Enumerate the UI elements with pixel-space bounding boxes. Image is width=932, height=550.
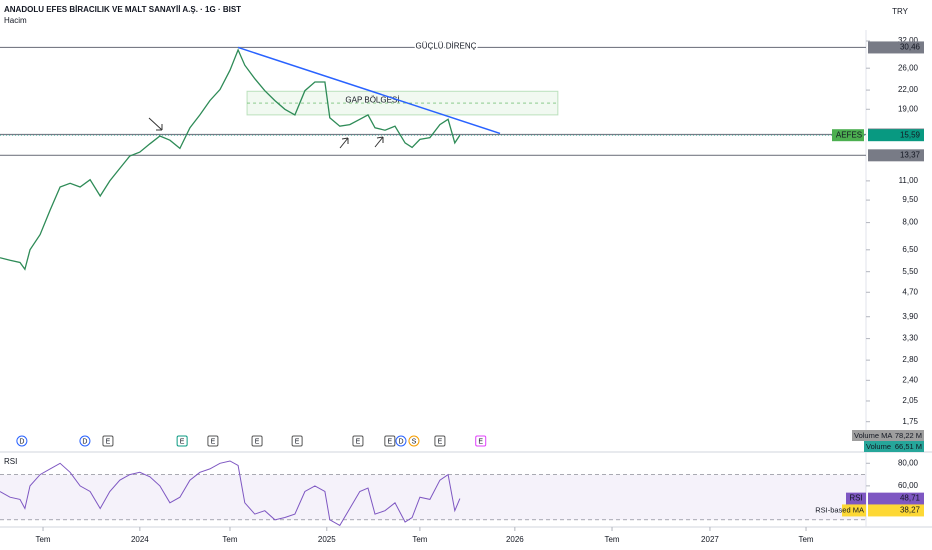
volume-value: 66,51 M	[895, 442, 922, 451]
rsi-tag	[868, 492, 924, 505]
last-price-label: 15,59	[900, 130, 921, 139]
y-tick-label: 3,90	[902, 312, 918, 321]
y-tick-label: 5,50	[902, 267, 918, 276]
event-label: D	[19, 438, 24, 445]
event-label: E	[438, 438, 443, 445]
rsi-tick-label: 60,00	[898, 481, 919, 490]
rsi-ma-tag	[868, 504, 924, 517]
subtitle: Hacim	[4, 16, 27, 25]
rsi-label-box	[846, 492, 866, 505]
volume-ma-tag	[852, 430, 924, 441]
rsi-title: RSI	[4, 457, 17, 466]
rsi-value-label: 48,71	[900, 494, 921, 503]
y-tick-label: 2,05	[902, 396, 918, 405]
level-label: 13,37	[900, 150, 921, 159]
event-marker	[251, 435, 263, 447]
symbol-label: AEFES	[836, 130, 862, 139]
rsi-band	[0, 474, 866, 520]
arrow	[148, 117, 163, 131]
event-marker	[291, 435, 303, 447]
level-tag	[868, 149, 924, 162]
rsi-ma-name-box	[842, 504, 866, 517]
y-tick-label: 11,00	[899, 176, 919, 185]
event-marker	[384, 435, 396, 447]
event-label: E	[180, 438, 185, 445]
event-label: E	[478, 438, 483, 445]
level-tag	[868, 41, 924, 54]
y-tick-label: 9,50	[902, 195, 918, 204]
event-marker	[207, 435, 219, 447]
level-name: GÜÇLÜ DİRENÇ	[416, 42, 477, 51]
event-label: E	[295, 438, 300, 445]
event-marker	[352, 435, 364, 447]
event-label: D	[398, 438, 403, 445]
event-marker	[434, 435, 446, 447]
x-tick-label: 2026	[506, 535, 524, 544]
rsi-line	[0, 460, 461, 527]
y-tick-label: 4,70	[902, 287, 918, 296]
volume-name: Volume	[866, 442, 891, 451]
event-marker	[395, 435, 407, 447]
x-tick-label: Tem	[35, 535, 50, 544]
price-line	[0, 48, 461, 271]
volume-tag	[864, 441, 924, 452]
event-marker	[79, 435, 91, 447]
y-tick-label: 2,80	[902, 355, 918, 364]
y-tick-label: 19,00	[898, 104, 919, 113]
event-marker	[102, 435, 114, 447]
y-tick-label: 26,00	[898, 63, 919, 72]
y-tick-label: 3,30	[902, 334, 918, 343]
chart-title: ANADOLU EFES BİRACILIK VE MALT SANAYİİ A…	[4, 5, 241, 14]
level-label: 30,46	[900, 43, 921, 52]
y-tick-label: 22,00	[898, 85, 919, 94]
y-tick-label: 6,50	[902, 245, 918, 254]
gap-label: GAP BÖLGESİ	[345, 95, 399, 104]
event-label: E	[388, 438, 393, 445]
symbol-tag	[832, 129, 864, 142]
x-tick-label: Tem	[222, 535, 237, 544]
y-tick-label: 2,40	[902, 375, 918, 384]
event-marker	[475, 435, 487, 447]
rsi-tick-label: 80,00	[898, 458, 919, 467]
event-label: E	[211, 438, 216, 445]
x-tick-label: Tem	[604, 535, 619, 544]
event-marker	[16, 435, 28, 447]
rsi-ma-label: 38,27	[900, 506, 921, 515]
event-marker	[408, 435, 420, 447]
event-label: E	[255, 438, 260, 445]
event-label: S	[412, 438, 417, 445]
arrow	[374, 136, 384, 148]
x-tick-label: 2024	[131, 535, 149, 544]
event-label: E	[106, 438, 111, 445]
x-tick-label: 2025	[318, 535, 336, 544]
event-marker	[176, 435, 188, 447]
rsi-name: RSI	[849, 494, 862, 503]
x-tick-label: Tem	[412, 535, 427, 544]
last-price-tag	[868, 129, 924, 142]
y-tick-label: 8,00	[902, 218, 918, 227]
event-label: E	[356, 438, 361, 445]
event-label: D	[82, 438, 87, 445]
y-tick-label: 1,75	[902, 417, 918, 426]
y-tick-label: 32,00	[898, 36, 919, 45]
trendline	[237, 46, 501, 135]
x-tick-label: Tem	[798, 535, 813, 544]
volume-ma-name: Volume MA	[854, 431, 892, 440]
arrow	[339, 137, 349, 149]
rsi-ma-name: RSI-based MA	[815, 505, 864, 514]
volume-ma-value: 78,22 M	[895, 431, 922, 440]
currency: TRY	[892, 7, 909, 16]
x-tick-label: 2027	[701, 535, 719, 544]
arrows	[148, 117, 384, 149]
